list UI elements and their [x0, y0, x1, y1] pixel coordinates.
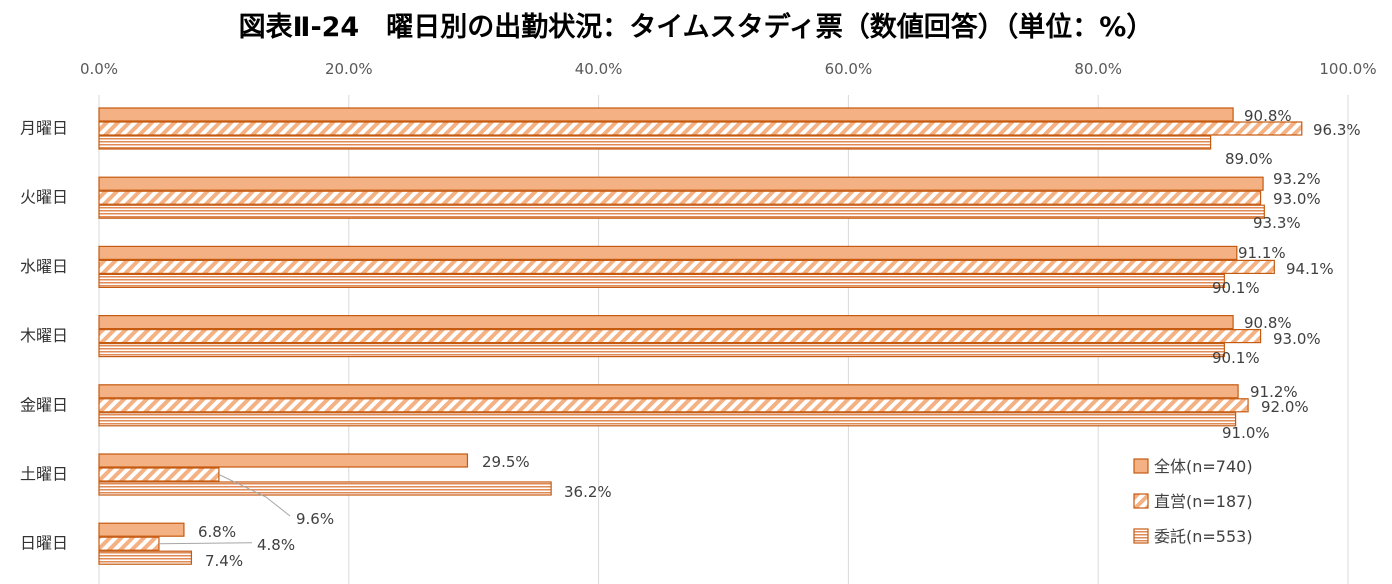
- legend-label: 直営(n=187): [1154, 492, 1253, 511]
- category-label: 木曜日: [20, 326, 68, 345]
- legend-swatch: [1133, 458, 1149, 474]
- data-label: 90.1%: [1212, 349, 1260, 367]
- x-tick-label: 100.0%: [1319, 60, 1376, 78]
- x-tick-label: 0.0%: [80, 60, 118, 78]
- data-label: 93.0%: [1273, 330, 1321, 348]
- legend-swatch: [1133, 493, 1149, 509]
- bar: [98, 536, 160, 551]
- category-label: 日曜日: [20, 534, 68, 553]
- data-label: 90.1%: [1212, 279, 1260, 297]
- data-label: 93.2%: [1273, 170, 1321, 188]
- bar: [98, 343, 1225, 358]
- data-label: 93.0%: [1273, 190, 1321, 208]
- bar: [98, 176, 1264, 191]
- category-label: 月曜日: [20, 119, 68, 138]
- bar: [98, 107, 1234, 122]
- data-label: 91.0%: [1222, 424, 1270, 442]
- x-tick-label: 40.0%: [575, 60, 623, 78]
- data-label: 92.0%: [1261, 398, 1309, 416]
- bar: [98, 259, 1275, 274]
- bar: [98, 315, 1234, 330]
- data-label: 90.8%: [1244, 314, 1292, 332]
- category-label: 水曜日: [20, 257, 68, 276]
- leader-line: [158, 542, 253, 545]
- data-label: 96.3%: [1313, 121, 1361, 139]
- bar: [98, 384, 1239, 399]
- bar: [98, 453, 469, 468]
- bar: [98, 329, 1262, 344]
- category-label: 土曜日: [20, 465, 68, 484]
- data-label: 89.0%: [1225, 150, 1273, 168]
- data-label: 94.1%: [1286, 260, 1334, 278]
- data-label: 29.5%: [482, 453, 530, 471]
- x-tick-label: 80.0%: [1074, 60, 1122, 78]
- data-label: 9.6%: [296, 510, 334, 528]
- category-label: 火曜日: [20, 188, 68, 207]
- data-label: 91.1%: [1238, 244, 1286, 262]
- bar: [98, 245, 1238, 260]
- data-label: 4.8%: [257, 536, 295, 554]
- legend-label: 委託(n=553): [1154, 527, 1253, 546]
- legend-swatch: [1133, 528, 1149, 544]
- bar: [98, 204, 1265, 219]
- bar: [98, 121, 1303, 136]
- bar: [98, 467, 220, 482]
- data-label: 90.8%: [1244, 107, 1292, 125]
- data-label: 91.2%: [1250, 383, 1298, 401]
- chart-title: 図表Ⅱ-24 曜日別の出勤状況：タイムスタディ票（数値回答）（単位：%）: [239, 11, 1154, 43]
- category-label: 金曜日: [20, 395, 68, 414]
- legend-label: 全体(n=740): [1154, 457, 1253, 476]
- x-tick-label: 20.0%: [325, 60, 373, 78]
- data-label: 6.8%: [198, 523, 236, 541]
- bar: [98, 398, 1249, 413]
- bar: [98, 273, 1225, 288]
- bar: [98, 481, 552, 496]
- bar: [98, 412, 1237, 427]
- data-label: 93.3%: [1253, 214, 1301, 232]
- bar: [98, 190, 1262, 205]
- bar: [98, 550, 193, 565]
- data-label: 7.4%: [205, 552, 243, 570]
- leader-line: [218, 474, 291, 517]
- data-label: 36.2%: [564, 483, 612, 501]
- x-tick-label: 60.0%: [825, 60, 873, 78]
- bar: [98, 135, 1212, 150]
- bar: [98, 522, 185, 537]
